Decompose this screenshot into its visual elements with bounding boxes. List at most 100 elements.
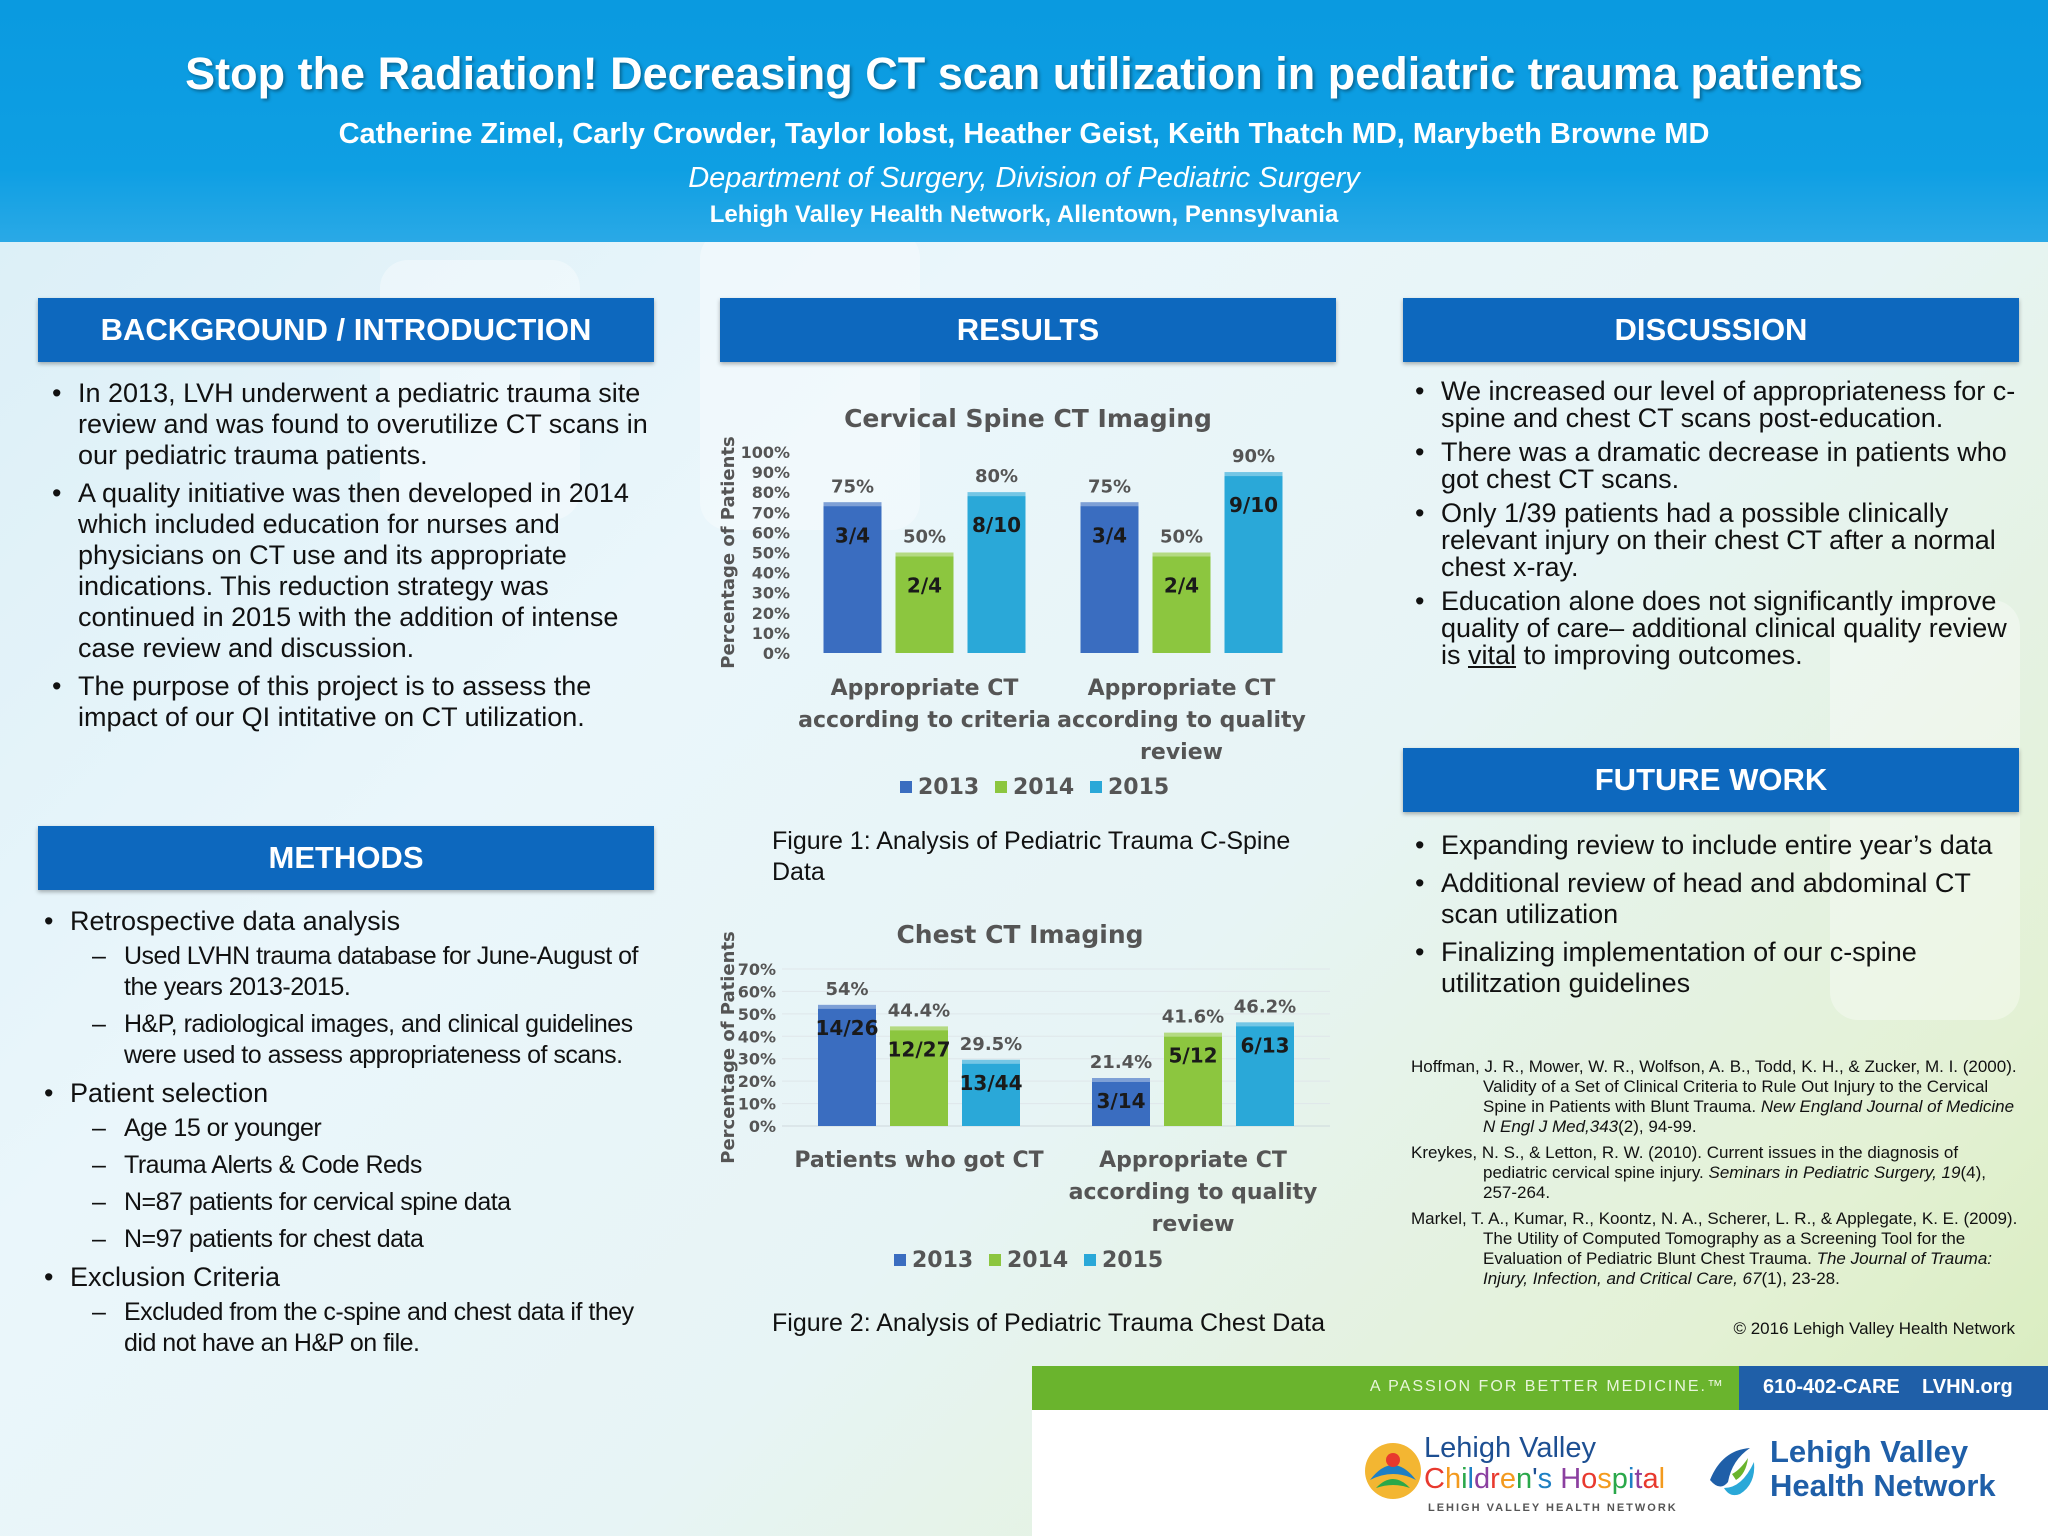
childrens-logo-letter: o [1581,1463,1598,1495]
methods-subbullet: Excluded from the c-spine and chest data… [70,1297,652,1359]
legend-label: 2014 [1013,775,1074,800]
bar-percent-label: 50% [903,527,946,548]
bar-highlight [1164,1032,1222,1037]
footer-tagline: A PASSION FOR BETTER MEDICINE.™ [1369,1378,1725,1395]
childrens-hospital-emblem-icon [1365,1443,1421,1499]
legend-swatch [894,1254,906,1266]
y-tick-label: 30% [738,1050,776,1069]
footer-contact-strip: 610-402-CARE LVHN.org [1739,1366,2048,1410]
methods-bullet: Patient selection Age 15 or younger Trauma… [32,1078,652,1255]
bar-fraction-label: 13/44 [960,1071,1023,1095]
discussion-bullet: Education alone does not significantly i… [1403,588,2018,669]
bar-highlight [1092,1078,1150,1083]
methods-subbullet: Used LVHN trauma database for June-Augus… [70,941,652,1003]
childrens-logo-letter: p [1611,1463,1628,1495]
childrens-logo-subline: LEHIGH VALLEY HEALTH NETWORK [1428,1502,1678,1514]
y-tick-label: 70% [752,503,790,522]
bar-2013 [818,1004,876,1126]
bar-2014 [895,552,954,653]
bar-fraction-label: 8/10 [972,513,1021,537]
bar-highlight [895,552,954,557]
poster-institution: Lehigh Valley Health Network, Allentown,… [709,201,1339,228]
footer-bar: A PASSION FOR BETTER MEDICINE.™ 610-402-… [1032,1366,2048,1410]
reference-item: Hoffman, J. R., Mower, W. R., Wolfson, A… [1411,1057,2021,1137]
legend-swatch [989,1254,1001,1266]
category-label: Appropriate CT [1099,1148,1287,1173]
bar-percent-label: 46.2% [1234,996,1296,1017]
y-axis-label: Percentage of Patients [718,436,739,669]
childrens-logo-line1: Lehigh Valley [1424,1432,1596,1464]
discussion-bullet-text: We increased our level of appropriatenes… [1441,376,2016,433]
background-bullet: The purpose of this project is to assess… [40,671,650,733]
future-work-heading: FUTURE WORK [1403,748,2019,812]
bar-2014 [1152,552,1211,653]
reference-item: Markel, T. A., Kumar, R., Koontz, N. A.,… [1411,1209,2021,1289]
bar-fraction-label: 2/4 [1164,574,1199,598]
bar-percent-label: 75% [1088,476,1131,497]
bar-2014 [890,1026,948,1126]
background-decoration [700,230,920,530]
childrens-logo-letter: d [1474,1463,1491,1495]
reference-text: (4), 257-264. [1483,1163,1986,1202]
discussion-bullet-text: to improving outcomes. [1516,640,1803,670]
methods-subbullet: Age 15 or younger [70,1113,652,1144]
bar-fraction-label: 5/12 [1168,1044,1217,1068]
category-label: Appropriate CT [831,676,1019,701]
legend-label: 2013 [912,1248,973,1273]
bar-highlight [1080,502,1139,507]
discussion-bullet-text: There was a dramatic decrease in patient… [1441,437,2007,494]
category-label: according to criteria [798,708,1051,733]
y-tick-label: 50% [738,1005,776,1024]
figure1-caption: Figure 1: Analysis of Pediatric Trauma C… [772,827,1291,886]
childrens-logo-letter: a [1642,1463,1659,1495]
footer-logos: Lehigh Valley Children's Hospital LEHIGH… [1032,1410,2048,1536]
poster-title: Stop the Radiation! Decreasing CT scan u… [185,48,1863,99]
bar-2015 [962,1059,1020,1126]
childrens-logo-letter: s [1537,1463,1553,1495]
childrens-logo-letter: i [1627,1463,1635,1495]
methods-bullet-text: Retrospective data analysis [70,906,401,936]
methods-heading: METHODS [38,826,654,890]
discussion-heading: DISCUSSION [1403,298,2019,362]
bar-fraction-label: 14/26 [816,1016,879,1040]
discussion-bullet: Only 1/39 patients had a possible clinic… [1403,500,2018,581]
references: Hoffman, J. R., Mower, W. R., Wolfson, A… [1411,1057,2021,1295]
copyright: © 2016 Lehigh Valley Health Network [1733,1319,2015,1338]
y-tick-label: 100% [741,443,790,462]
background-bullet: In 2013, LVH underwent a pediatric traum… [40,378,650,471]
bar-highlight [823,502,882,507]
footer-website: LVHN.org [1922,1376,2013,1398]
category-label: according to quality [1069,1180,1318,1205]
childrens-logo-letter: l [1467,1463,1474,1495]
childrens-logo-letter: ' [1532,1463,1538,1495]
category-label: review [1140,740,1223,765]
cspine-chart: Cervical Spine CT Imaging Percentage of P… [718,404,1306,800]
y-tick-label: 10% [738,1095,776,1114]
future-work-bullet: Expanding review to include entire year’… [1403,830,2018,861]
reference-journal: New England Journal of Medicine N Engl J… [1483,1097,2015,1136]
y-tick-label: 30% [752,584,790,603]
category-label: Appropriate CT [1088,676,1276,701]
childrens-logo-letter: h [1444,1463,1462,1495]
methods-bullet: Retrospective data analysis Used LVHN tra… [32,906,652,1071]
background-bullets: In 2013, LVH underwent a pediatric traum… [40,378,650,740]
poster-header: Stop the Radiation! Decreasing CT scan u… [0,0,2048,242]
bar-2015 [1236,1022,1294,1126]
lvhn-emblem-icon [1710,1448,1755,1496]
footer-phone: 610-402-CARE [1763,1376,1900,1398]
methods-subbullet: N=87 patients for cervical spine data [70,1187,652,1218]
lvhn-logo: Lehigh Valley Health Network [1702,1434,2022,1524]
lvhn-logo-line1: Lehigh Valley [1770,1434,1969,1469]
bar-highlight [818,1004,876,1009]
bar-percent-label: 90% [1232,446,1275,467]
bar-highlight [1236,1022,1294,1027]
methods-subbullet: H&P, radiological images, and clinical g… [70,1009,652,1071]
category-label: according to quality [1057,708,1306,733]
y-tick-label: 60% [738,982,776,1001]
poster-authors: Catherine Zimel, Carly Crowder, Taylor I… [338,118,1710,150]
childrens-logo-letter [1552,1463,1560,1495]
legend-swatch [900,781,912,793]
methods-subbullet: N=97 patients for chest data [70,1224,652,1255]
reference-text: Kreykes, N. S., & Letton, R. W. (2010). … [1411,1143,1959,1182]
y-tick-label: 70% [738,960,776,979]
